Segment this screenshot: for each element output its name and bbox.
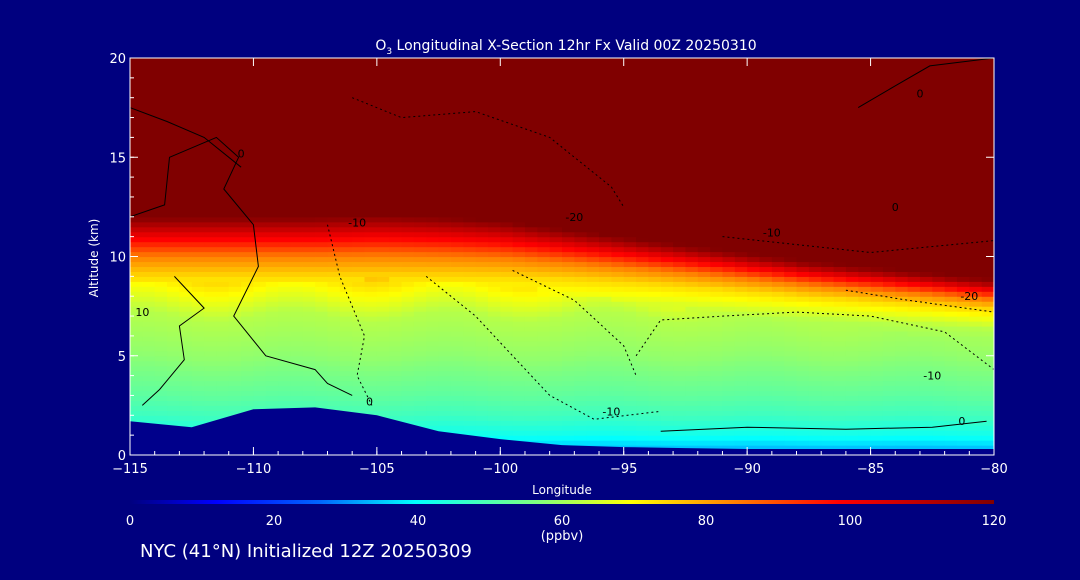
colorbar-tick-label: 80 [698,514,715,529]
chart-title: O3 Longitudinal X-Section 12hr Fx Valid … [375,38,756,57]
contour-label: 0 [916,88,923,101]
x-tick-label: −95 [610,462,637,477]
contour-label: 0 [366,395,373,408]
contour-label: -20 [565,211,583,224]
x-tick-label: −80 [980,462,1007,477]
x-tick-label: −115 [112,462,148,477]
x-tick-label: −110 [236,462,272,477]
colorbar-tick-label: 0 [126,514,134,529]
colorbar-tick-label: 20 [266,514,283,529]
x-tick-label: −105 [359,462,395,477]
x-tick-label: −100 [482,462,518,477]
colorbar-tick-label: 60 [554,514,571,529]
contour-label: 0 [958,415,965,428]
footer-caption: NYC (41°N) Initialized 12Z 20250309 [140,541,472,562]
contour-label: -10 [763,227,781,240]
y-axis-label: Altitude (km) [87,219,101,298]
x-axis-label: Longitude [532,483,592,497]
colorbar-units-label: (ppbv) [541,529,584,544]
plot-area: 0 10 0 -10 -20 -10 0 0 -20 -10 -10 0 [130,58,995,456]
contour-label: -10 [348,217,366,230]
contour-label: 10 [135,306,149,319]
y-tick-label: 10 [109,251,126,266]
contour-label: -20 [960,290,978,303]
x-tick-label: −85 [857,462,884,477]
colorbar-tick-label: 120 [982,514,1007,529]
contour-label: -10 [602,405,620,418]
colorbar [130,500,994,504]
colorbar-ticks: 0 20 40 60 80 100 120 [126,514,1007,529]
y-tick-label: 5 [118,350,126,365]
contour-label: 0 [238,147,245,160]
colorbar-tick-label: 100 [838,514,863,529]
y-tick-label: 15 [109,151,126,166]
y-tick-label: 20 [109,52,126,67]
y-tick-label: 0 [118,449,126,464]
contour-label: -10 [923,370,941,383]
colorbar-tick-label: 40 [410,514,427,529]
contour-label: 0 [892,201,899,214]
x-tick-label: −90 [733,462,760,477]
